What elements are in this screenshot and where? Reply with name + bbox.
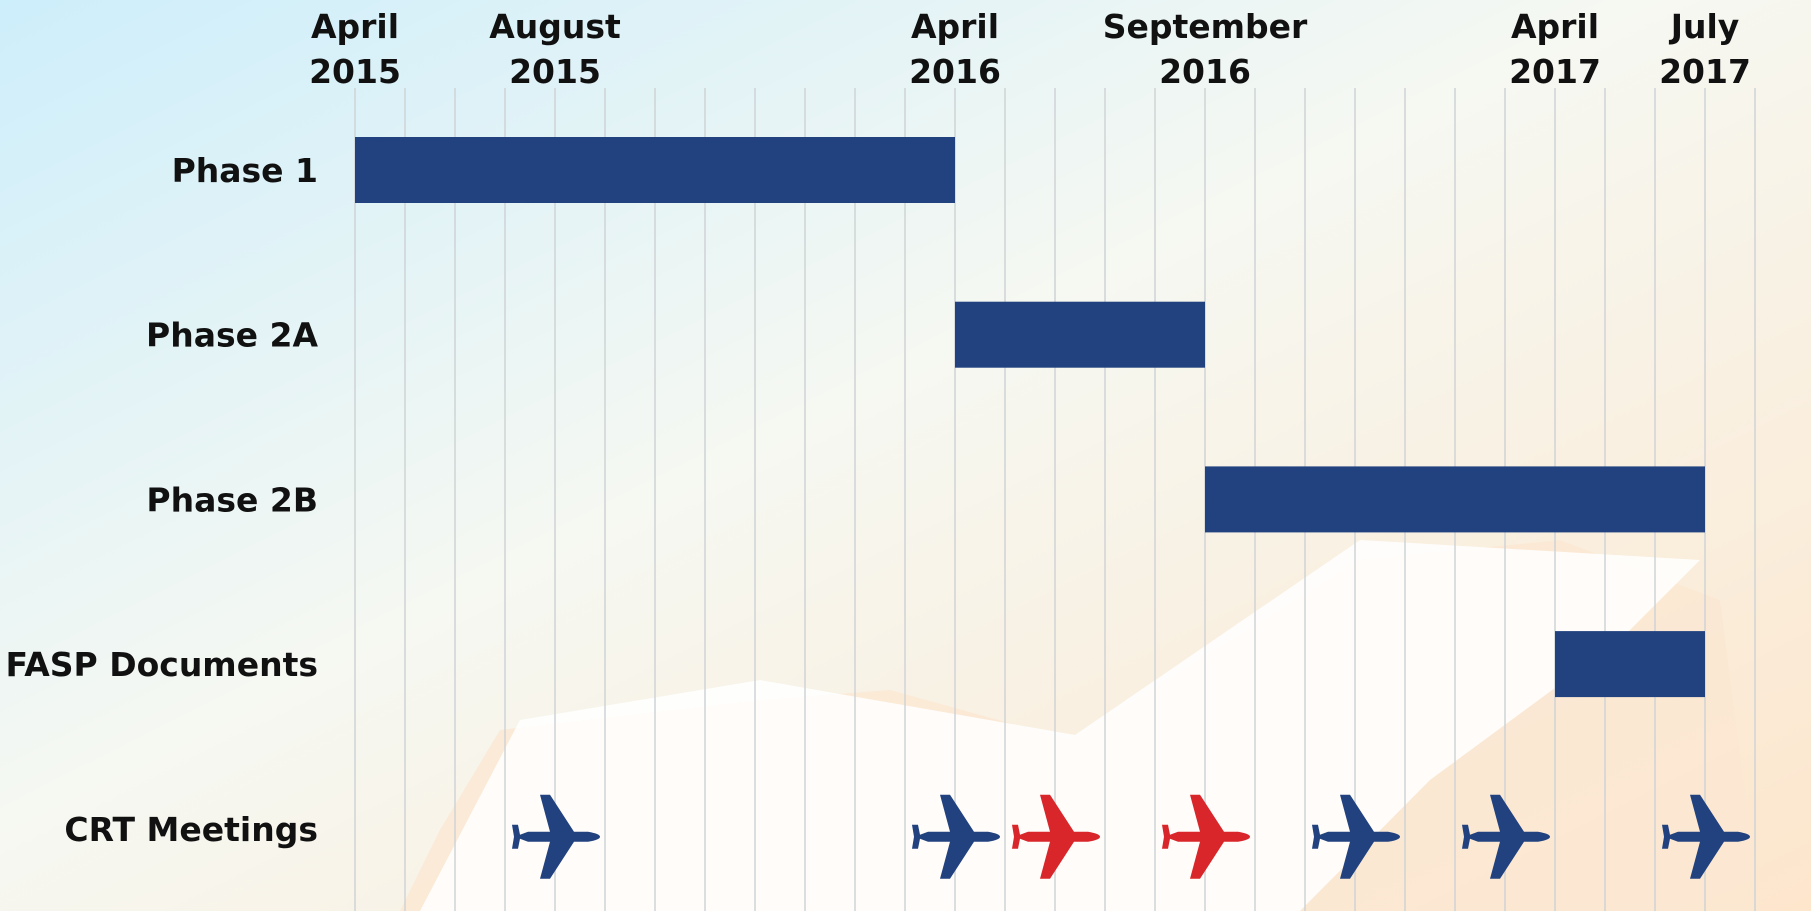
x-tick-label: August 2015 [489, 7, 621, 91]
x-tick-label: September 2016 [1103, 7, 1308, 91]
bar [1205, 466, 1705, 533]
bar [1555, 631, 1705, 698]
bar [355, 137, 955, 203]
row-label: FASP Documents [5, 645, 318, 684]
x-tick-label: July 2017 [1659, 7, 1751, 91]
x-tick-label: April 2016 [909, 7, 1001, 91]
row-label: Phase 2B [146, 480, 318, 519]
x-tick-label: April 2015 [309, 7, 401, 91]
row-label: Phase 1 [172, 151, 318, 190]
row-label: CRT Meetings [64, 810, 318, 849]
row-label: Phase 2A [146, 316, 318, 355]
background-shape [420, 540, 1700, 911]
bar [955, 301, 1205, 368]
x-tick-label: April 2017 [1509, 7, 1601, 91]
